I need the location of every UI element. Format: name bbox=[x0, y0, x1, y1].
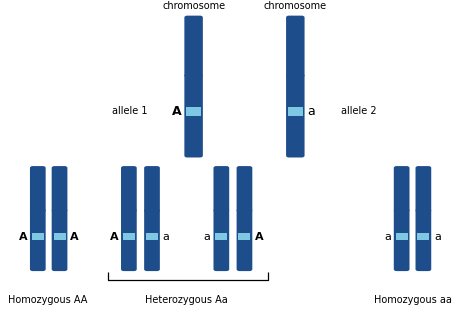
Text: A: A bbox=[109, 232, 118, 242]
Bar bbox=[146, 233, 158, 240]
FancyBboxPatch shape bbox=[394, 166, 410, 212]
FancyBboxPatch shape bbox=[416, 166, 431, 212]
Bar bbox=[241, 209, 248, 212]
Text: Heterozygous Aa: Heterozygous Aa bbox=[146, 295, 228, 305]
FancyBboxPatch shape bbox=[286, 74, 305, 157]
FancyBboxPatch shape bbox=[416, 209, 431, 271]
Bar bbox=[186, 106, 201, 116]
Bar bbox=[215, 233, 228, 240]
Text: Homozygous aa: Homozygous aa bbox=[374, 295, 452, 305]
Bar bbox=[418, 233, 429, 240]
Bar bbox=[123, 233, 135, 240]
FancyBboxPatch shape bbox=[237, 209, 252, 271]
FancyBboxPatch shape bbox=[52, 209, 67, 271]
FancyBboxPatch shape bbox=[30, 166, 46, 212]
Bar bbox=[34, 209, 41, 212]
Text: chromosome: chromosome bbox=[162, 1, 225, 11]
Text: A: A bbox=[172, 105, 182, 118]
FancyBboxPatch shape bbox=[237, 166, 252, 212]
FancyBboxPatch shape bbox=[144, 209, 160, 271]
FancyBboxPatch shape bbox=[144, 166, 160, 212]
Text: a: a bbox=[384, 232, 391, 242]
FancyBboxPatch shape bbox=[184, 74, 203, 157]
Bar bbox=[218, 209, 225, 212]
Text: allele 1: allele 1 bbox=[112, 106, 148, 116]
FancyBboxPatch shape bbox=[213, 166, 229, 212]
Bar bbox=[56, 209, 63, 212]
Text: chromosome: chromosome bbox=[264, 1, 327, 11]
Bar bbox=[398, 209, 405, 212]
FancyBboxPatch shape bbox=[30, 209, 46, 271]
Text: A: A bbox=[18, 232, 27, 242]
Text: A: A bbox=[70, 232, 79, 242]
FancyBboxPatch shape bbox=[394, 209, 410, 271]
Text: A: A bbox=[255, 232, 264, 242]
Text: a: a bbox=[204, 232, 211, 242]
Bar bbox=[54, 233, 65, 240]
Bar bbox=[125, 209, 132, 212]
FancyBboxPatch shape bbox=[184, 15, 203, 77]
Text: allele 2: allele 2 bbox=[341, 106, 377, 116]
Bar bbox=[420, 209, 427, 212]
FancyBboxPatch shape bbox=[213, 209, 229, 271]
Bar bbox=[238, 233, 250, 240]
Bar bbox=[148, 209, 155, 212]
Text: a: a bbox=[163, 232, 170, 242]
Bar bbox=[288, 106, 303, 116]
Text: a: a bbox=[307, 105, 315, 118]
FancyBboxPatch shape bbox=[121, 166, 137, 212]
Bar bbox=[396, 233, 408, 240]
Text: Homozygous AA: Homozygous AA bbox=[8, 295, 88, 305]
Bar bbox=[291, 73, 300, 78]
FancyBboxPatch shape bbox=[52, 166, 67, 212]
Bar bbox=[32, 233, 44, 240]
Text: a: a bbox=[434, 232, 441, 242]
FancyBboxPatch shape bbox=[286, 15, 305, 77]
Bar bbox=[189, 73, 198, 78]
FancyBboxPatch shape bbox=[121, 209, 137, 271]
